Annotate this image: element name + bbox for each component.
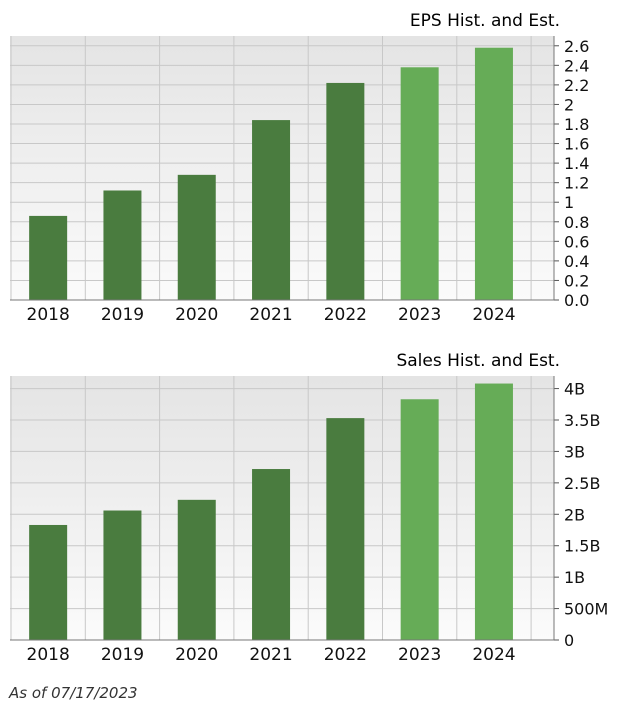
bar-historical-2020	[177, 174, 216, 300]
as-of-date: As of 07/17/2023	[9, 684, 138, 702]
y-tick-label: 0	[564, 631, 574, 650]
x-tick-label: 2020	[175, 305, 218, 325]
y-tick-label: 2	[564, 95, 574, 114]
y-tick-label: 0.6	[564, 232, 589, 251]
chart-title: Sales Hist. and Est.	[396, 351, 560, 371]
x-tick-label: 2020	[175, 645, 218, 665]
bar-historical-2022	[326, 82, 365, 300]
x-tick-label: 2023	[398, 645, 441, 665]
y-tick-label: 2.6	[564, 37, 589, 56]
x-tick-label: 2018	[27, 645, 70, 665]
x-tick-label: 2021	[249, 645, 292, 665]
x-tick-label: 2022	[324, 645, 367, 665]
chart-title: EPS Hist. and Est.	[410, 11, 560, 31]
y-tick-label: 3B	[564, 442, 585, 461]
y-tick-label: 2.2	[564, 76, 589, 95]
y-tick-label: 2.5B	[564, 474, 600, 493]
x-tick-label: 2019	[101, 305, 144, 325]
bar-estimate-2023	[400, 399, 439, 640]
y-tick-label: 500M	[564, 600, 608, 619]
y-tick-label: 1.8	[564, 115, 589, 134]
y-tick-label: 1.6	[564, 135, 589, 154]
x-tick-label: 2022	[324, 305, 367, 325]
y-tick-label: 2.4	[564, 56, 589, 75]
bar-historical-2018	[29, 524, 68, 640]
bar-historical-2021	[252, 120, 291, 300]
y-tick-label: 1.4	[564, 154, 589, 173]
y-tick-label: 1	[564, 193, 574, 212]
x-tick-label: 2024	[472, 645, 515, 665]
x-tick-label: 2023	[398, 305, 441, 325]
y-tick-label: 1B	[564, 568, 585, 587]
y-tick-label: 3.5B	[564, 411, 600, 430]
bar-estimate-2024	[474, 47, 513, 300]
bar-historical-2021	[252, 469, 291, 640]
x-tick-label: 2021	[249, 305, 292, 325]
y-tick-label: 2B	[564, 505, 585, 524]
y-tick-label: 0.4	[564, 252, 589, 271]
eps-chart: EPS Hist. and Est. 0.00.20.40.60.811.21.4…	[10, 11, 589, 325]
x-tick-label: 2024	[472, 305, 515, 325]
bar-historical-2019	[103, 510, 142, 640]
bar-historical-2019	[103, 190, 142, 300]
y-tick-label: 0.2	[564, 271, 589, 290]
x-tick-label: 2019	[101, 645, 144, 665]
bar-historical-2020	[177, 499, 216, 640]
y-tick-label: 0.8	[564, 213, 589, 232]
y-tick-label: 4B	[564, 380, 585, 399]
bar-historical-2018	[29, 215, 68, 300]
y-tick-label: 1.2	[564, 174, 589, 193]
x-tick-label: 2018	[27, 305, 70, 325]
bar-estimate-2024	[474, 383, 513, 640]
y-tick-label: 1.5B	[564, 537, 600, 556]
bar-estimate-2023	[400, 67, 439, 301]
y-tick-label: 0.0	[564, 291, 589, 310]
bar-historical-2022	[326, 418, 365, 640]
sales-chart: Sales Hist. and Est. 0 500M 1B 1.5B 2B 2.5B 3B 3…	[10, 351, 608, 665]
